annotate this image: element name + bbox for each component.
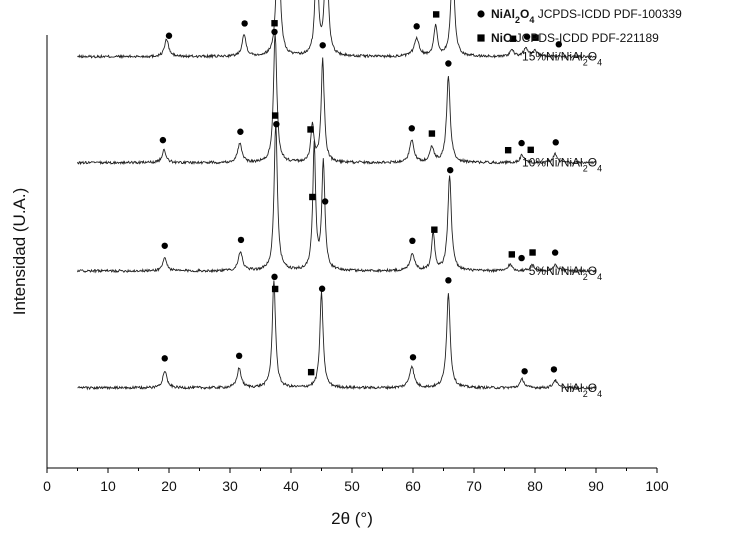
legend-entry: NiAl2O4 JCPDS-ICDD PDF-100339 xyxy=(491,7,682,25)
x-tick-label: 40 xyxy=(283,478,299,494)
nio-marker xyxy=(307,368,315,376)
x-tick-label: 60 xyxy=(405,478,421,494)
x-tick-label: 0 xyxy=(43,478,51,494)
nio-marker xyxy=(428,130,436,137)
niAl2O4-marker xyxy=(518,139,525,147)
niAl2O4-marker xyxy=(408,125,415,132)
niAl2O4-marker xyxy=(237,128,244,135)
xrd-pattern-2 xyxy=(77,122,597,274)
niAl2O4-marker xyxy=(161,355,168,362)
niAl2O4-marker xyxy=(518,254,525,262)
nio-marker xyxy=(271,285,279,293)
series-label: 10%Ni/NiAl2O4 xyxy=(522,156,602,174)
x-tick-label: 50 xyxy=(344,478,360,494)
nio-marker xyxy=(508,251,516,258)
nio-marker xyxy=(509,35,517,42)
y-axis-title: Intensidad (U.A.) xyxy=(10,188,29,316)
niAl2O4-marker xyxy=(447,166,454,174)
nio-marker xyxy=(271,20,278,27)
x-tick-label: 90 xyxy=(588,478,604,494)
nio-marker xyxy=(532,34,539,41)
x-tick-label: 80 xyxy=(527,478,543,494)
nio-marker xyxy=(309,193,316,201)
niAl2O4-marker xyxy=(161,242,168,249)
legend-square-icon xyxy=(477,34,485,42)
axes xyxy=(46,35,657,469)
x-tick-label: 100 xyxy=(645,478,669,494)
niAl2O4-marker xyxy=(555,41,562,48)
x-tick-label: 30 xyxy=(222,478,238,494)
niAl2O4-marker xyxy=(165,32,173,39)
niAl2O4-marker xyxy=(523,33,531,40)
niAl2O4-marker xyxy=(241,20,248,27)
niAl2O4-marker xyxy=(237,236,245,244)
x-axis-title: 2θ (°) xyxy=(331,509,373,528)
series-label: 15%Ni/NiAl2O4 xyxy=(522,50,602,68)
niAl2O4-marker xyxy=(235,352,243,360)
niAl2O4-marker xyxy=(521,368,528,375)
niAl2O4-marker xyxy=(271,28,278,36)
series-label: NiAl2O4 xyxy=(561,381,602,399)
niAl2O4-marker xyxy=(321,198,329,205)
nio-marker xyxy=(431,226,438,233)
niAl2O4-marker xyxy=(318,285,326,292)
legend-entry: NiO JCPDS-ICDD PDF-221189 xyxy=(491,31,659,45)
niAl2O4-marker xyxy=(271,273,278,281)
niAl2O4-marker xyxy=(445,277,452,284)
legend: NiAl2O4 JCPDS-ICDD PDF-100339 NiO JCPDS-I… xyxy=(477,7,682,45)
nio-marker xyxy=(527,146,534,154)
xrd-pattern-3 xyxy=(77,280,597,391)
nio-marker xyxy=(271,112,279,119)
x-tick-label: 20 xyxy=(161,478,177,494)
nio-marker xyxy=(529,249,536,256)
niAl2O4-marker xyxy=(319,42,326,49)
niAl2O4-marker xyxy=(409,237,416,244)
xrd-pattern-1 xyxy=(77,32,597,166)
niAl2O4-marker xyxy=(409,354,417,361)
nio-marker xyxy=(504,146,512,154)
legend-circle-icon xyxy=(477,10,485,18)
nio-marker xyxy=(432,11,440,18)
niAl2O4-marker xyxy=(445,60,452,67)
niAl2O4-marker xyxy=(551,249,559,256)
niAl2O4-marker xyxy=(273,120,280,128)
xrd-pattern-0 xyxy=(77,0,597,60)
niAl2O4-marker xyxy=(550,366,558,373)
niAl2O4-marker xyxy=(159,136,167,144)
x-tick-label: 10 xyxy=(100,478,116,494)
niAl2O4-marker xyxy=(413,23,420,30)
x-tick-label: 70 xyxy=(466,478,482,494)
nio-marker xyxy=(307,126,314,133)
niAl2O4-marker xyxy=(552,139,559,146)
series-label: 5%Ni/NiAl2O4 xyxy=(529,264,602,282)
